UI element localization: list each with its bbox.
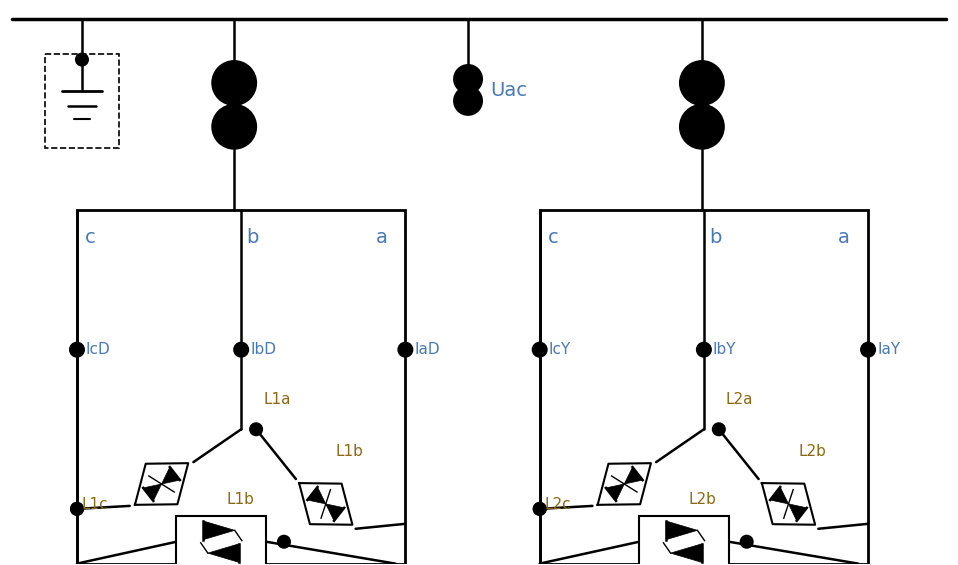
Text: L1b: L1b [335,444,364,459]
Polygon shape [308,487,326,504]
Circle shape [71,503,83,515]
Bar [176,516,266,565]
Bar [539,210,868,564]
Polygon shape [203,521,235,540]
Circle shape [76,54,88,66]
Text: a: a [376,228,387,247]
Text: b: b [709,228,721,247]
Polygon shape [143,484,162,501]
Circle shape [534,503,546,515]
Circle shape [250,423,262,435]
Circle shape [741,536,753,547]
Text: L2a: L2a [726,393,753,407]
Text: c: c [85,228,96,247]
Text: c: c [548,228,559,247]
Polygon shape [788,504,807,521]
Text: b: b [246,228,259,247]
Circle shape [680,61,724,105]
Text: L2c: L2c [545,497,571,512]
Text: IbD: IbD [250,342,276,357]
Polygon shape [671,544,702,562]
Text: IaY: IaY [877,342,901,357]
Text: L1c: L1c [82,497,108,512]
Text: L1a: L1a [263,393,290,407]
Text: L2b: L2b [689,492,717,507]
Circle shape [399,343,412,357]
Polygon shape [770,487,788,504]
Bar [77,210,405,564]
Circle shape [213,61,256,105]
Circle shape [454,65,482,93]
Text: Uac: Uac [490,81,527,101]
Bar [45,54,120,148]
Circle shape [234,343,248,357]
Text: IcY: IcY [549,342,571,357]
Bar [639,516,729,565]
Circle shape [680,105,724,149]
Circle shape [71,503,83,515]
Circle shape [278,536,290,547]
Polygon shape [208,544,240,562]
Circle shape [861,343,875,357]
Text: IcD: IcD [86,342,111,357]
Circle shape [696,343,711,357]
Polygon shape [666,521,697,540]
Polygon shape [326,504,344,521]
Polygon shape [625,467,643,484]
Circle shape [454,87,482,115]
Circle shape [534,503,546,515]
Circle shape [70,343,84,357]
Circle shape [213,105,256,149]
Text: IaD: IaD [414,342,440,357]
Polygon shape [605,484,625,501]
Circle shape [533,343,547,357]
Text: IbY: IbY [713,342,737,357]
Text: a: a [838,228,850,247]
Circle shape [713,423,725,435]
Polygon shape [162,467,180,484]
Text: L2b: L2b [798,444,827,459]
Text: L1b: L1b [226,492,254,507]
